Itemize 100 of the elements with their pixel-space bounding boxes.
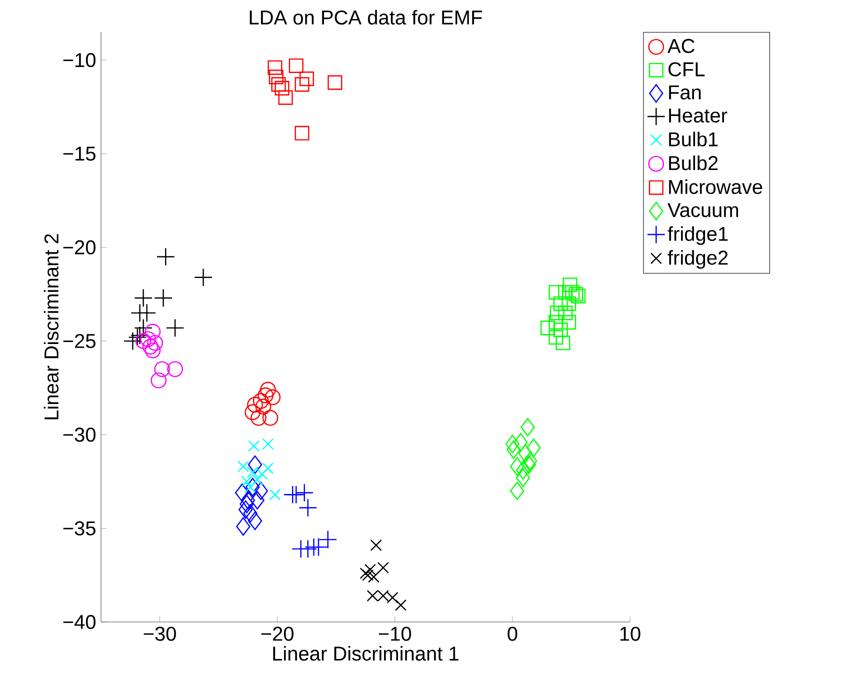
y-axis-title: Linear Discriminant 2 xyxy=(44,234,59,420)
point xyxy=(255,398,272,415)
y-tick-label: −35 xyxy=(63,521,96,536)
point xyxy=(548,315,564,330)
point xyxy=(510,457,524,476)
chart-title: LDA on PCA data for EMF xyxy=(250,10,482,25)
point xyxy=(248,455,262,474)
point xyxy=(286,485,306,504)
point xyxy=(167,361,183,378)
point xyxy=(260,382,276,398)
point xyxy=(548,285,564,300)
point xyxy=(295,483,314,502)
point xyxy=(526,438,541,458)
x-tick-label: 0 xyxy=(508,626,518,641)
point xyxy=(370,539,382,551)
point xyxy=(553,322,568,338)
point xyxy=(142,338,158,355)
y-tick-label: −30 xyxy=(63,428,96,442)
point xyxy=(506,440,521,459)
legend-label: Bulb2 xyxy=(669,156,718,170)
point xyxy=(268,70,284,84)
y-tick-label: −20 xyxy=(63,240,96,254)
point xyxy=(558,306,573,320)
point xyxy=(247,396,263,413)
point xyxy=(258,387,274,404)
legend-label: CFL xyxy=(668,62,705,76)
point xyxy=(516,468,530,488)
point xyxy=(299,72,314,86)
point xyxy=(166,318,184,338)
point xyxy=(360,568,372,580)
point xyxy=(294,126,310,140)
point xyxy=(271,77,286,92)
point xyxy=(248,512,262,530)
point xyxy=(262,410,278,426)
point xyxy=(274,80,290,96)
y-tick-label: −15 xyxy=(63,146,96,161)
legend-label: fridge2 xyxy=(668,250,728,269)
point xyxy=(292,540,310,558)
point xyxy=(134,288,153,308)
y-tick-label: −40 xyxy=(63,614,96,630)
point xyxy=(362,569,374,581)
point xyxy=(522,455,536,474)
point xyxy=(240,490,256,510)
point xyxy=(234,483,250,502)
y-tick-label: −10 xyxy=(63,53,96,68)
point xyxy=(268,60,282,75)
legend-label: Heater xyxy=(669,108,728,123)
point xyxy=(144,342,161,358)
point xyxy=(510,482,524,500)
point xyxy=(278,90,293,105)
point xyxy=(309,538,328,556)
point xyxy=(514,432,528,452)
point xyxy=(518,444,532,463)
point xyxy=(294,77,310,92)
point xyxy=(248,440,260,452)
point xyxy=(254,482,268,500)
point xyxy=(250,410,266,426)
point xyxy=(154,361,170,378)
point xyxy=(194,268,213,287)
point xyxy=(394,599,407,611)
point xyxy=(558,285,573,300)
point xyxy=(134,318,153,338)
point xyxy=(243,504,258,523)
point xyxy=(562,296,576,311)
y-tick-label: −25 xyxy=(63,334,96,348)
point xyxy=(154,288,173,308)
x-tick-label: −10 xyxy=(378,626,412,641)
point xyxy=(298,498,318,518)
point xyxy=(562,315,576,330)
legend-label: AC xyxy=(668,38,694,54)
point xyxy=(540,320,555,336)
point xyxy=(262,462,274,474)
x-tick-label: −20 xyxy=(261,626,294,641)
x-axis-title: Linear Discriminant 1 xyxy=(273,646,458,661)
point xyxy=(548,330,564,345)
legend-label: Bulb1 xyxy=(669,132,718,146)
point xyxy=(516,461,530,480)
point xyxy=(140,331,156,348)
point xyxy=(156,247,175,266)
point xyxy=(244,404,261,420)
point xyxy=(520,418,535,436)
point xyxy=(236,517,250,536)
point xyxy=(328,75,342,90)
point xyxy=(565,285,580,300)
point xyxy=(262,438,274,450)
point xyxy=(147,334,164,351)
point xyxy=(522,452,538,470)
legend-label: fridge1 xyxy=(668,226,728,245)
point xyxy=(246,478,260,496)
point xyxy=(244,481,256,493)
point xyxy=(318,530,338,549)
point xyxy=(550,306,564,320)
legend-label: Vacuum xyxy=(668,203,738,218)
point xyxy=(250,490,264,510)
point xyxy=(505,434,520,454)
point xyxy=(138,304,156,322)
point xyxy=(288,58,304,73)
point xyxy=(556,336,570,350)
point xyxy=(135,333,152,349)
x-tick-label: 10 xyxy=(620,626,640,641)
